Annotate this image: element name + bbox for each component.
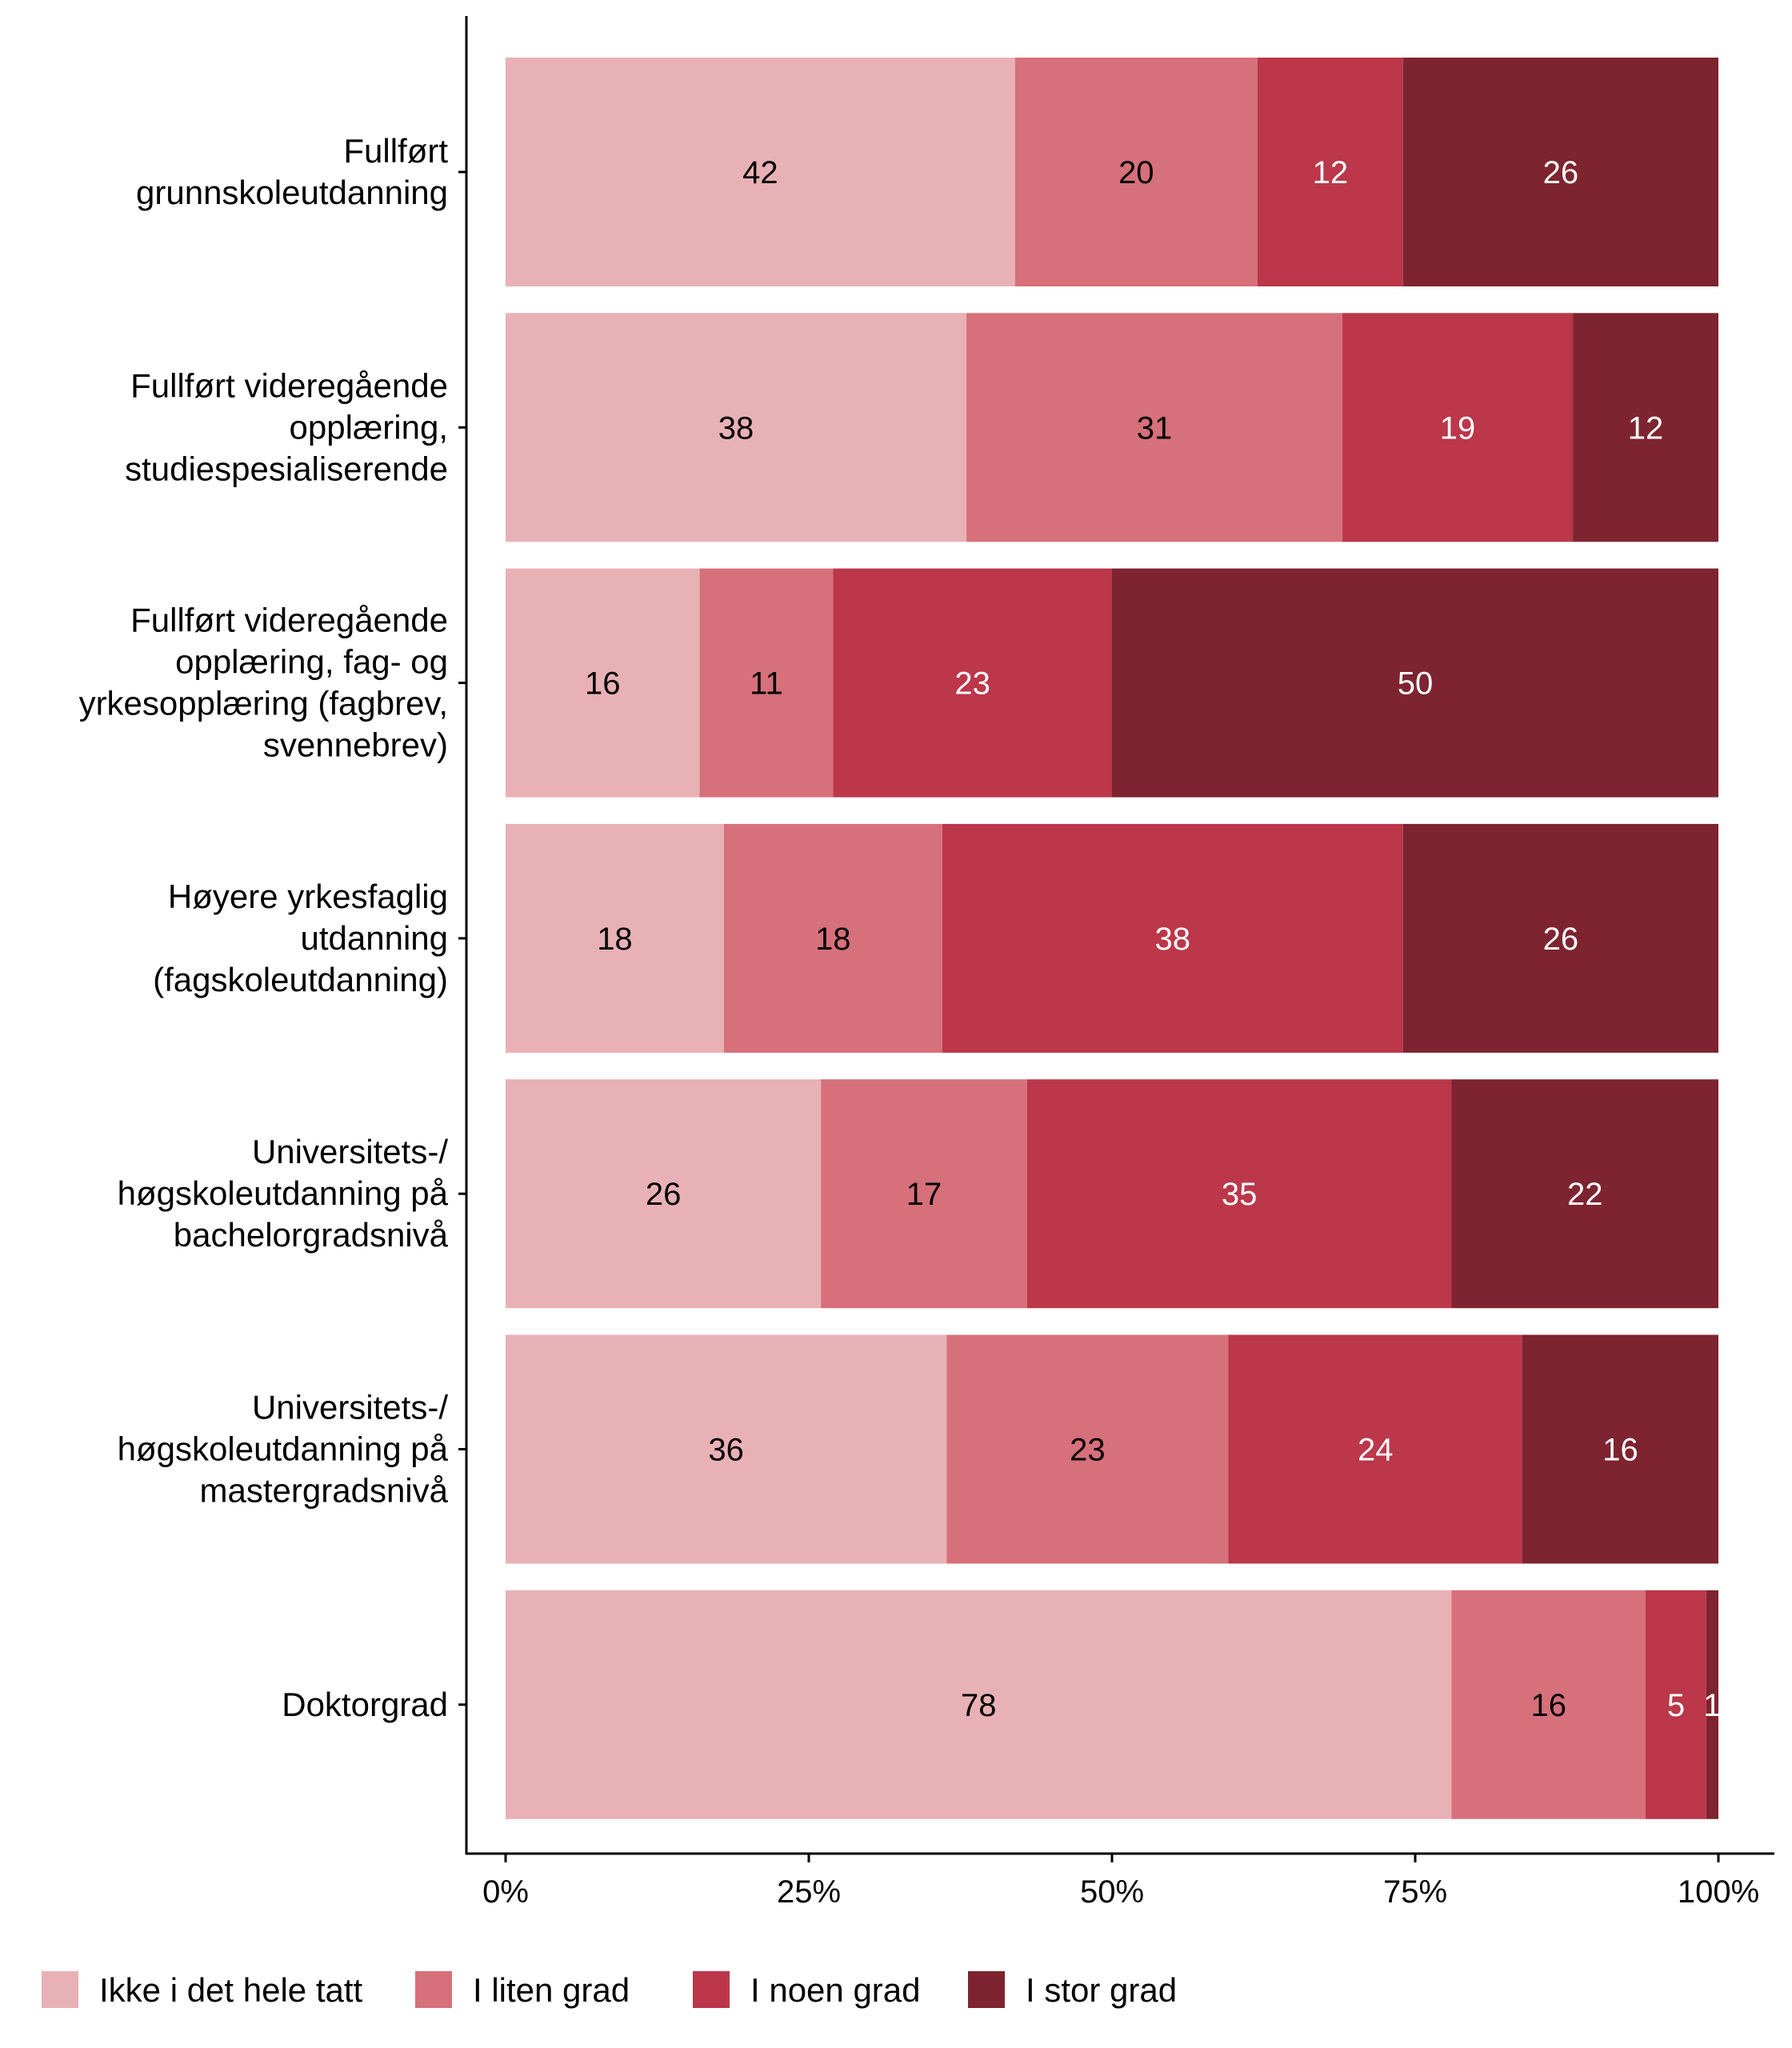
bar-segment [506, 313, 967, 542]
data-label: 38 [1155, 922, 1191, 957]
bar-segment [1112, 568, 1718, 798]
data-label: 11 [750, 666, 783, 702]
data-label: 17 [906, 1177, 942, 1212]
legend-label: I liten grad [473, 1971, 630, 2009]
data-label: 5 [1667, 1688, 1685, 1723]
bar-segment [966, 313, 1343, 542]
x-tick-label: 50% [1080, 1874, 1144, 1910]
bar-segment [1402, 58, 1718, 286]
data-label: 12 [1628, 410, 1664, 446]
bar-segment [506, 823, 724, 1053]
category-label: yrkesopplæring (fagbrev, [79, 685, 448, 722]
bar-segment [1706, 1590, 1718, 1819]
data-label: 35 [1222, 1177, 1258, 1212]
bar-segment [1522, 1334, 1718, 1564]
bar-segment [946, 1334, 1229, 1564]
data-label: 12 [1313, 155, 1349, 190]
bar-segment [821, 1079, 1027, 1309]
x-tick-label: 75% [1383, 1874, 1447, 1910]
data-label: 19 [1440, 410, 1476, 446]
category-label: Universitets-/ [252, 1133, 448, 1170]
category-label: utdanning [300, 919, 448, 957]
bar-segment [1573, 313, 1718, 542]
category-label: opplæring, fag- og [175, 643, 448, 681]
data-label: 16 [1602, 1433, 1638, 1468]
data-label: 20 [1118, 155, 1154, 190]
x-tick-label: 25% [777, 1874, 841, 1910]
bar-segment [833, 568, 1112, 798]
data-label: 18 [597, 922, 633, 957]
x-tick-label: 0% [482, 1874, 529, 1910]
data-label: 36 [708, 1433, 744, 1468]
bar-segment [1342, 313, 1574, 542]
legend-swatch [415, 1971, 452, 2008]
data-label: 38 [718, 410, 754, 446]
category-label: mastergradsnivå [200, 1472, 449, 1510]
category-label: grunnskoleutdanning [136, 174, 448, 211]
legend-swatch [693, 1971, 730, 2008]
category-label: opplæring, [290, 408, 448, 446]
bar-segment [723, 823, 942, 1053]
category-labels: Fullført grunnskoleutdanning Fullført vide… [79, 132, 466, 1723]
category-label: bachelorgradsnivå [174, 1216, 449, 1254]
bar-segment [1026, 1079, 1452, 1309]
bar-segment [1014, 58, 1258, 286]
bar-segment [699, 568, 834, 798]
category-label: svennebrev) [263, 726, 448, 764]
data-label: 26 [1543, 155, 1579, 190]
data-label: 78 [961, 1688, 997, 1723]
bar-segment [506, 568, 700, 798]
category-label: Universitets-/ [252, 1389, 448, 1426]
legend-swatch [42, 1971, 78, 2008]
category-label: Fullført videregående [130, 602, 448, 639]
legend-swatch [968, 1971, 1005, 2008]
bar-segment [1451, 1590, 1646, 1819]
bar-segment [1257, 58, 1403, 286]
x-tick-label: 100% [1678, 1874, 1759, 1910]
data-label: 16 [1531, 1688, 1567, 1723]
x-axis-ticks: 0% 25% 50% 75% 100% [482, 1854, 1759, 1910]
data-label: 23 [1070, 1433, 1106, 1468]
data-label: 1 [1703, 1688, 1721, 1723]
data-label: 31 [1137, 410, 1173, 446]
bar-segment [942, 823, 1403, 1053]
data-label: 22 [1567, 1177, 1603, 1212]
data-label: 16 [585, 666, 621, 702]
bar-segment [506, 1079, 822, 1309]
bar-segment [1228, 1334, 1522, 1564]
data-label: 26 [646, 1177, 682, 1212]
data-label: 23 [954, 666, 990, 702]
category-label: studiespesialiserende [125, 450, 448, 487]
category-label: (fagskoleutdanning) [153, 961, 448, 998]
category-label: høgskoleutdanning på [118, 1174, 449, 1212]
legend: Ikke i det hele tatt I liten grad I noen g… [42, 1971, 1177, 2009]
category-label: Fullført videregående [130, 366, 448, 404]
bar-segment [1646, 1590, 1706, 1819]
category-label: Høyere yrkesfaglig [168, 878, 448, 915]
legend-label: I stor grad [1026, 1971, 1177, 2009]
bar-segment [1402, 823, 1718, 1053]
bars-group: 42 20 12 26 38 31 19 12 16 11 23 50 18 18 38 26 26 17 35 22… [506, 58, 1721, 1819]
bar-segment [1451, 1079, 1718, 1309]
category-label: Doktorgrad [282, 1686, 448, 1723]
data-label: 26 [1543, 922, 1579, 957]
data-label: 50 [1398, 666, 1434, 702]
legend-label: Ikke i det hele tatt [99, 1971, 363, 2009]
bar-segment [506, 58, 1015, 286]
bar-segment [506, 1590, 1452, 1819]
category-label: Fullført [343, 132, 448, 170]
category-label: høgskoleutdanning på [118, 1430, 449, 1468]
data-label: 42 [742, 155, 778, 190]
data-label: 24 [1358, 1433, 1394, 1468]
legend-label: I noen grad [750, 1971, 921, 2009]
data-label: 18 [815, 922, 851, 957]
bar-segment [506, 1334, 947, 1564]
